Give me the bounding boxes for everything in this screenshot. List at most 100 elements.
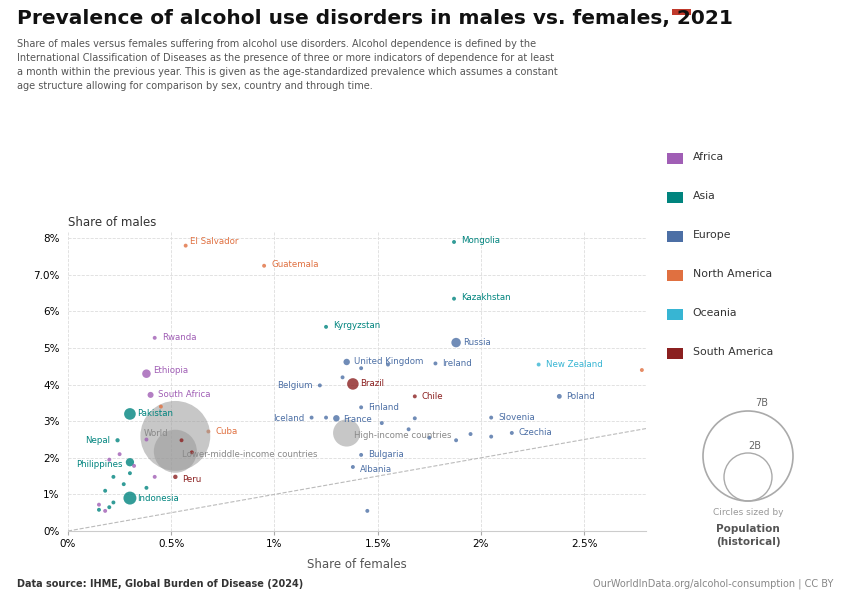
Point bbox=[447, 294, 461, 304]
Point bbox=[408, 413, 422, 423]
Point bbox=[201, 427, 215, 436]
Text: Ethiopia: Ethiopia bbox=[153, 367, 189, 376]
Point bbox=[484, 413, 498, 422]
Point bbox=[360, 506, 374, 515]
Text: Asia: Asia bbox=[693, 191, 716, 200]
Point bbox=[428, 359, 442, 368]
Point bbox=[346, 462, 360, 472]
Point bbox=[99, 506, 112, 515]
Text: Mongolia: Mongolia bbox=[461, 236, 500, 245]
Point bbox=[117, 479, 131, 489]
Point bbox=[178, 241, 192, 250]
Text: Prevalence of alcohol use disorders in males vs. females, 2021: Prevalence of alcohol use disorders in m… bbox=[17, 9, 733, 28]
Text: Russia: Russia bbox=[463, 338, 490, 347]
Text: Share of males versus females suffering from alcohol use disorders. Alcohol depe: Share of males versus females suffering … bbox=[17, 39, 558, 91]
Point bbox=[484, 432, 498, 442]
Point bbox=[635, 365, 649, 375]
Text: High-income countries: High-income countries bbox=[354, 431, 451, 440]
Point bbox=[113, 449, 127, 459]
Text: Oceania: Oceania bbox=[693, 308, 737, 317]
Text: Population: Population bbox=[716, 524, 779, 534]
Point bbox=[92, 505, 105, 515]
Text: Slovenia: Slovenia bbox=[498, 413, 535, 422]
Text: Czechia: Czechia bbox=[518, 428, 552, 437]
Text: United Kingdom: United Kingdom bbox=[354, 358, 423, 367]
Point bbox=[450, 338, 463, 347]
Text: Finland: Finland bbox=[368, 403, 399, 412]
Text: World: World bbox=[144, 428, 168, 437]
Text: Pakistan: Pakistan bbox=[137, 409, 173, 418]
Point bbox=[148, 472, 162, 482]
Text: France: France bbox=[343, 415, 372, 424]
Point bbox=[330, 413, 343, 423]
Text: (historical): (historical) bbox=[716, 537, 780, 547]
Point bbox=[103, 455, 116, 464]
Text: Rwanda: Rwanda bbox=[162, 334, 196, 343]
Text: Kyrgyzstan: Kyrgyzstan bbox=[333, 321, 380, 330]
Point bbox=[354, 450, 368, 460]
Text: South America: South America bbox=[693, 347, 773, 356]
Point bbox=[168, 446, 182, 456]
Point bbox=[148, 333, 162, 343]
Point bbox=[106, 497, 120, 507]
Point bbox=[447, 237, 461, 247]
Text: Our World: Our World bbox=[721, 23, 788, 36]
Point bbox=[340, 428, 354, 438]
Text: Guatemala: Guatemala bbox=[271, 260, 319, 269]
Point bbox=[552, 392, 566, 401]
Text: New Zealand: New Zealand bbox=[546, 360, 603, 369]
Point bbox=[354, 364, 368, 373]
Point bbox=[336, 373, 349, 382]
Point bbox=[422, 433, 436, 443]
Point bbox=[139, 369, 153, 379]
Point bbox=[139, 435, 153, 445]
Text: Brazil: Brazil bbox=[360, 379, 384, 388]
Point bbox=[106, 472, 120, 482]
Point bbox=[168, 472, 182, 482]
Point bbox=[340, 357, 354, 367]
Point bbox=[305, 413, 319, 422]
Point bbox=[505, 428, 518, 438]
Point bbox=[123, 457, 137, 467]
Text: Nepal: Nepal bbox=[86, 436, 110, 445]
Point bbox=[402, 424, 416, 434]
Point bbox=[123, 409, 137, 419]
Text: Chile: Chile bbox=[422, 392, 444, 401]
Text: Albania: Albania bbox=[360, 465, 392, 474]
Text: Europe: Europe bbox=[693, 230, 731, 239]
Text: 2B: 2B bbox=[749, 440, 762, 451]
Text: North America: North America bbox=[693, 269, 772, 278]
Point bbox=[258, 261, 271, 271]
Text: Bulgaria: Bulgaria bbox=[368, 451, 404, 460]
Point bbox=[144, 390, 157, 400]
Text: Share of males: Share of males bbox=[68, 216, 156, 229]
Text: in Data: in Data bbox=[730, 44, 779, 58]
Text: Data source: IHME, Global Burden of Disease (2024): Data source: IHME, Global Burden of Dise… bbox=[17, 579, 303, 589]
Point bbox=[128, 461, 141, 470]
Point bbox=[110, 436, 124, 445]
X-axis label: Share of females: Share of females bbox=[307, 557, 407, 571]
Point bbox=[185, 448, 199, 457]
Point bbox=[532, 360, 546, 370]
Point bbox=[154, 402, 167, 412]
Point bbox=[381, 360, 394, 370]
Text: Kazakhstan: Kazakhstan bbox=[461, 293, 511, 302]
Bar bbox=[672, 9, 691, 15]
Point bbox=[175, 436, 189, 445]
Point bbox=[123, 469, 137, 478]
Text: Cuba: Cuba bbox=[215, 427, 237, 436]
Point bbox=[375, 418, 388, 428]
Text: Lower-middle-income countries: Lower-middle-income countries bbox=[182, 449, 318, 458]
Point bbox=[92, 500, 105, 509]
Point bbox=[346, 379, 360, 389]
Text: Poland: Poland bbox=[566, 392, 595, 401]
Text: Indonesia: Indonesia bbox=[137, 494, 178, 503]
Point bbox=[464, 429, 478, 439]
Point bbox=[99, 486, 112, 496]
Point bbox=[139, 483, 153, 493]
Text: 7B: 7B bbox=[755, 398, 768, 408]
Text: Iceland: Iceland bbox=[274, 415, 304, 424]
Point bbox=[320, 413, 333, 422]
Point bbox=[123, 493, 137, 503]
Text: South Africa: South Africa bbox=[157, 391, 210, 400]
